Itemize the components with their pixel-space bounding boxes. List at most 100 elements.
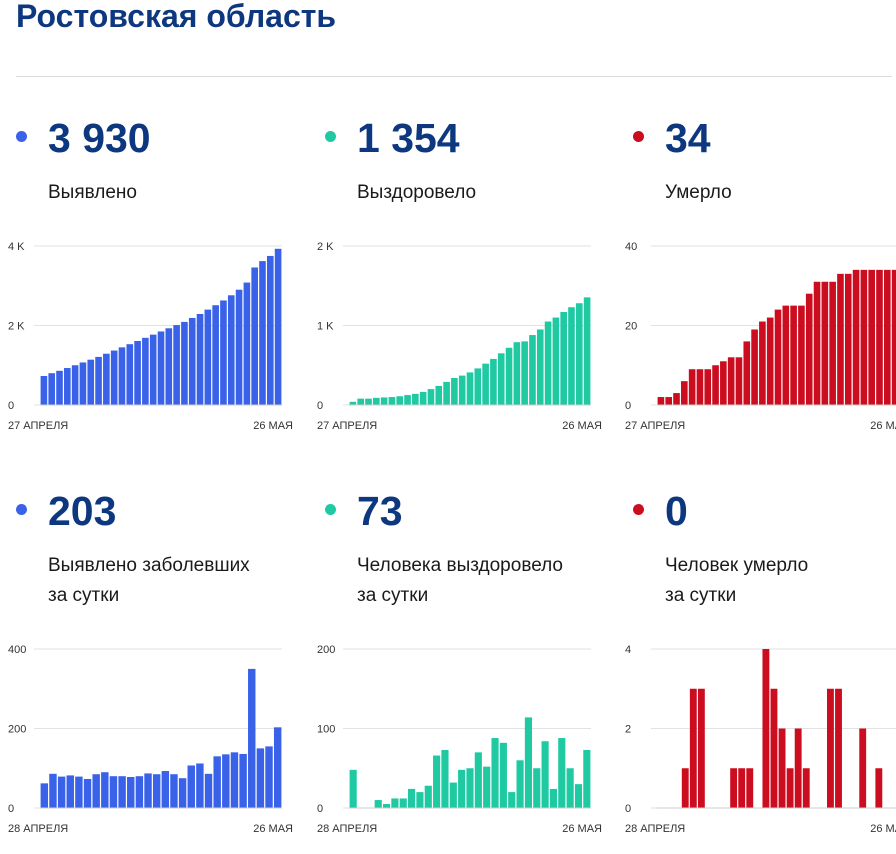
died-total-value: 34 bbox=[665, 115, 711, 161]
bar bbox=[416, 792, 424, 808]
bar bbox=[891, 269, 896, 405]
bar bbox=[835, 688, 842, 808]
bar bbox=[75, 776, 83, 808]
bar bbox=[774, 309, 782, 405]
detected-daily-chart: 0 200 400 28 АПРЕЛЯ 26 МАЯ bbox=[4, 639, 294, 844]
bar bbox=[549, 788, 558, 808]
bar bbox=[681, 768, 689, 808]
bar bbox=[157, 331, 165, 405]
bar bbox=[782, 305, 790, 406]
bar bbox=[382, 804, 391, 808]
died-total-chart: 0 20 40 27 АПРЕЛЯ 26 МАЯ bbox=[621, 236, 896, 441]
bar bbox=[349, 769, 357, 808]
died-total-label-line: Умерло bbox=[665, 182, 732, 203]
bar bbox=[71, 365, 79, 405]
bar bbox=[696, 369, 704, 405]
bar bbox=[786, 768, 794, 808]
bar bbox=[220, 300, 227, 405]
bar bbox=[673, 393, 680, 405]
bar bbox=[466, 768, 474, 808]
bar bbox=[704, 369, 712, 405]
recovered-daily-legend-dot bbox=[325, 504, 336, 515]
bar bbox=[513, 342, 521, 405]
bar bbox=[152, 774, 161, 808]
x-end-label: 26 МАЯ bbox=[562, 823, 602, 835]
bar bbox=[365, 398, 372, 405]
died-daily-value: 0 bbox=[665, 488, 688, 534]
bar bbox=[178, 778, 187, 808]
bar bbox=[778, 728, 786, 808]
bar bbox=[204, 309, 212, 405]
bar bbox=[404, 395, 411, 405]
bar bbox=[759, 321, 766, 405]
bar bbox=[248, 668, 256, 809]
bar bbox=[101, 772, 109, 808]
bar bbox=[435, 385, 443, 405]
y-tick-label: 4 bbox=[625, 644, 631, 656]
bar bbox=[40, 783, 49, 808]
bar bbox=[56, 370, 63, 405]
recovered-legend-dot bbox=[325, 131, 336, 142]
bar bbox=[762, 649, 770, 808]
bar bbox=[451, 377, 458, 405]
died-daily-label: Человек умерло за сутки bbox=[665, 551, 808, 611]
bar bbox=[575, 303, 583, 405]
bar bbox=[474, 752, 482, 808]
bar bbox=[738, 768, 746, 808]
bar bbox=[798, 305, 805, 406]
bar bbox=[558, 738, 566, 808]
bar bbox=[657, 397, 665, 405]
bar bbox=[883, 269, 891, 405]
bar bbox=[187, 765, 195, 808]
recovered-total-chart: 0 1 K 2 K 27 АПРЕЛЯ 26 МАЯ bbox=[313, 236, 603, 441]
bar bbox=[57, 776, 66, 808]
stat-cell-detected-daily: 203 Выявлено заболевших за сутки 0 200 400… bbox=[8, 488, 306, 854]
bar bbox=[544, 321, 552, 405]
bar bbox=[720, 361, 727, 405]
chart-svg: 0 200 400 28 АПРЕЛЯ 26 МАЯ bbox=[8, 644, 293, 835]
detected-daily-label-line-2: за сутки bbox=[48, 585, 120, 606]
bar bbox=[227, 295, 235, 405]
bar bbox=[188, 317, 196, 405]
bar bbox=[441, 749, 449, 808]
bar bbox=[196, 763, 204, 808]
y-tick-label: 100 bbox=[317, 724, 335, 736]
recovered-daily-value: 73 bbox=[357, 488, 403, 534]
bar bbox=[373, 397, 380, 405]
x-end-label: 26 МАЯ bbox=[870, 420, 896, 432]
bar bbox=[868, 269, 875, 405]
detected-daily-value: 203 bbox=[48, 488, 117, 534]
page-title: Ростовская область bbox=[16, 0, 337, 34]
x-end-label: 26 МАЯ bbox=[253, 420, 293, 432]
bar bbox=[83, 778, 92, 808]
bar bbox=[149, 334, 157, 405]
detected-daily-label: Выявлено заболевших за сутки bbox=[48, 551, 250, 611]
chart-svg: 0 20 40 27 АПРЕЛЯ 26 МАЯ bbox=[625, 241, 896, 432]
x-start-label: 28 АПРЕЛЯ bbox=[8, 823, 68, 835]
bar bbox=[688, 369, 696, 405]
detected-total-label-line: Выявлено bbox=[48, 182, 137, 203]
y-tick-label: 400 bbox=[8, 644, 26, 656]
detected-daily-label-line-1: Выявлено заболевших bbox=[48, 555, 250, 576]
recovered-daily-label-line-1: Человека выздоровело bbox=[357, 555, 564, 576]
bar bbox=[212, 305, 219, 405]
bar bbox=[357, 398, 365, 405]
recovered-total-label: Выздоровело bbox=[357, 178, 476, 208]
bar bbox=[173, 325, 180, 405]
bar bbox=[142, 337, 149, 405]
y-tick-label: 200 bbox=[317, 644, 335, 656]
bar bbox=[408, 788, 416, 808]
x-start-label: 28 АПРЕЛЯ bbox=[317, 823, 377, 835]
bar bbox=[161, 771, 170, 808]
y-tick-label: 2 K bbox=[8, 321, 25, 333]
bar bbox=[743, 341, 751, 405]
bar bbox=[566, 768, 574, 808]
stat-cell-recovered: 1 354 Выздоровело 0 1 K 2 K 27 АПРЕЛЯ 26 МАЯ bbox=[317, 116, 615, 481]
died-daily-chart: 0 2 4 28 АПРЕЛЯ 26 МАЯ bbox=[621, 639, 896, 844]
bar bbox=[821, 281, 829, 405]
bar bbox=[458, 375, 466, 405]
bar bbox=[794, 728, 802, 808]
bar bbox=[458, 769, 466, 808]
bar bbox=[256, 748, 265, 809]
bar bbox=[266, 255, 274, 405]
